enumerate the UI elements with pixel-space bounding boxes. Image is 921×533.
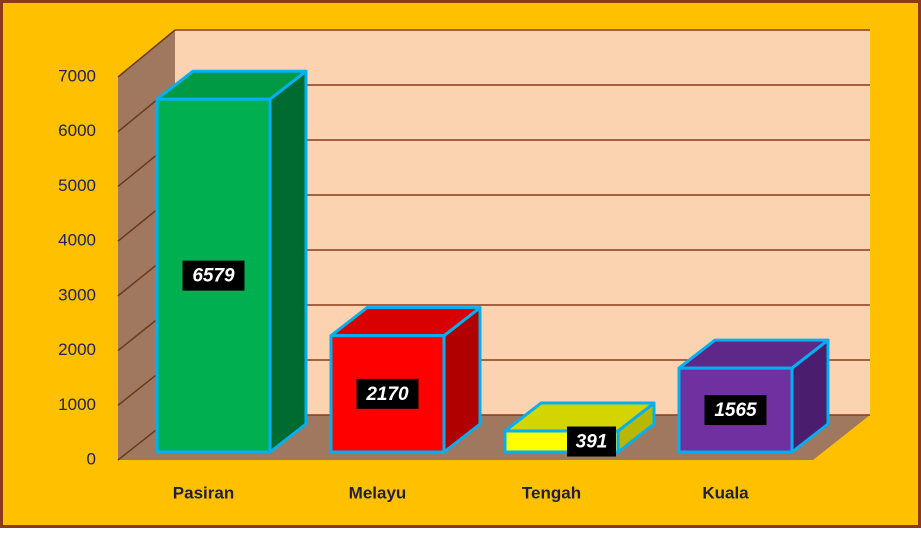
- grid-line: [117, 29, 176, 78]
- y-tick-label: 5000: [58, 176, 96, 195]
- data-label: 2170: [365, 384, 409, 405]
- x-tick-label: Melayu: [349, 483, 407, 502]
- data-label: 6579: [192, 266, 235, 287]
- bar-side: [268, 69, 308, 454]
- label-box: [704, 395, 767, 426]
- y-tick-label: 2000: [58, 340, 96, 359]
- y-tick-label: 0: [87, 449, 96, 468]
- label-box: [182, 260, 245, 291]
- x-tick-label: Pasiran: [173, 483, 234, 502]
- label-box: [356, 378, 419, 409]
- y-tick-label: 3000: [58, 285, 96, 304]
- x-tick-label: Tengah: [522, 483, 581, 502]
- y-tick-label: 7000: [58, 66, 96, 85]
- y-tick-label: 4000: [58, 231, 96, 250]
- y-tick-label: 1000: [58, 395, 96, 414]
- y-tick-label: 6000: [58, 121, 96, 140]
- back-wall: [175, 30, 870, 415]
- data-label: 1565: [714, 400, 757, 421]
- label-box: [567, 426, 616, 457]
- x-tick-label: Kuala: [702, 483, 749, 502]
- data-label: 391: [576, 432, 608, 453]
